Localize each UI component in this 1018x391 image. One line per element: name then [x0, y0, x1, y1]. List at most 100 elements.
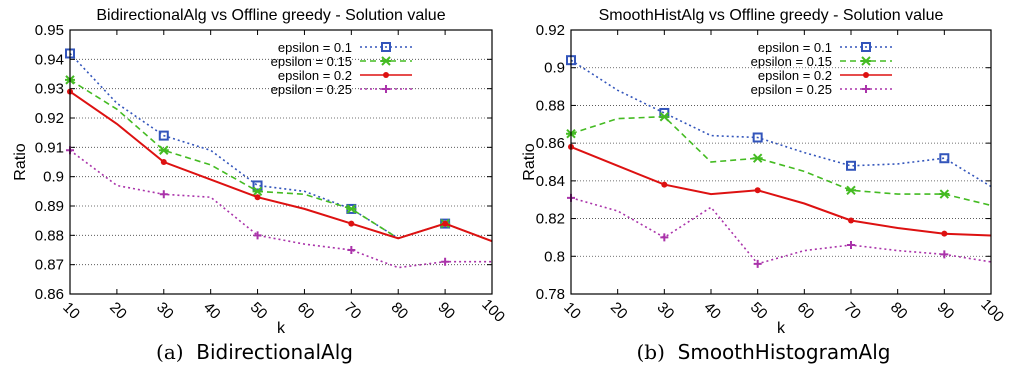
data-point-shape: [659, 112, 670, 122]
data-point-shape: [847, 240, 855, 249]
legend-marker: [861, 42, 871, 52]
data-point-shape: [848, 217, 854, 224]
data-point: [254, 194, 261, 201]
data-point: [253, 231, 262, 240]
series-line: [69, 149, 492, 269]
data-point: [158, 130, 169, 141]
data-point: [939, 153, 950, 164]
data-point: [346, 204, 357, 214]
y-tick-label: 0.87: [35, 257, 64, 274]
legend-label: epsilon = 0.15: [271, 54, 352, 69]
y-tick-label: 0.89: [35, 198, 64, 215]
y-tick-label: 0.92: [35, 110, 64, 127]
x-tick-label: 90: [434, 299, 458, 323]
y-tick-label: 0.86: [536, 135, 565, 152]
data-point: [159, 190, 168, 199]
chart-a-title: BidirectionalAlg vs Offline greedy - Sol…: [96, 7, 445, 24]
caption-b-name: SmoothHistogramAlg: [677, 340, 891, 364]
y-tick-label: 0.9: [43, 169, 64, 186]
data-point: [847, 240, 855, 249]
chart-a-svg: BidirectionalAlg vs Offline greedy - Sol…: [12, 7, 508, 337]
data-point-shape: [661, 181, 668, 188]
x-tick-label: 100: [478, 296, 508, 326]
x-tick-label: 50: [747, 299, 771, 323]
x-tick-label: 70: [341, 299, 365, 323]
data-point-shape: [941, 230, 948, 237]
data-point-shape: [846, 160, 856, 171]
legend-label: epsilon = 0.2: [758, 68, 832, 83]
data-point-shape: [940, 250, 949, 259]
data-point: [939, 189, 950, 199]
chart-panel-a: BidirectionalAlg vs Offline greedy - Sol…: [0, 7, 509, 364]
y-tick-label: 0.8: [544, 248, 565, 265]
data-point-shape: [754, 187, 761, 194]
series-line: [69, 90, 493, 243]
legend-marker-shape: [382, 85, 390, 93]
x-tick-label: 30: [654, 299, 678, 323]
series-line: [570, 115, 992, 207]
data-point: [158, 145, 169, 155]
y-tick-label: 0.78: [536, 286, 565, 303]
x-tick-label: 70: [840, 299, 864, 323]
data-point: [252, 186, 263, 197]
data-point: [940, 250, 949, 259]
data-point-shape: [346, 204, 357, 214]
data-point-shape: [347, 246, 356, 254]
series-line: [570, 59, 992, 188]
legend-label: epsilon = 0.25: [271, 82, 352, 97]
data-point-shape: [939, 153, 950, 164]
data-point-shape: [753, 259, 762, 268]
series-line: [570, 197, 992, 265]
x-tick-label: 30: [153, 299, 177, 323]
legend-marker-shape: [383, 72, 389, 78]
x-tick-label: 60: [294, 299, 318, 323]
data-point-shape: [752, 153, 763, 163]
data-point: [441, 257, 450, 266]
data-point: [442, 220, 449, 227]
data-point-shape: [158, 145, 169, 155]
legend-marker: [381, 56, 391, 66]
y-axis-label: Ratio: [12, 143, 29, 180]
data-point: [348, 220, 355, 227]
legend-marker: [863, 72, 869, 78]
y-tick-label: 0.88: [35, 227, 64, 244]
legend-label: epsilon = 0.25: [751, 82, 832, 97]
data-point-shape: [348, 220, 355, 227]
data-point-shape: [159, 190, 168, 199]
legend-marker: [382, 85, 390, 93]
caption-a: (a) BidirectionalAlg: [0, 340, 509, 364]
x-tick-label: 100: [977, 296, 1007, 326]
x-tick-label: 50: [247, 299, 271, 323]
legend-label: epsilon = 0.1: [758, 40, 832, 55]
data-point: [752, 132, 763, 143]
data-point: [846, 185, 856, 195]
chart-b-title: SmoothHistAlg vs Offline greedy - Soluti…: [599, 7, 944, 24]
data-point: [941, 230, 948, 237]
legend-marker-shape: [861, 56, 871, 66]
legend-marker-shape: [381, 56, 391, 66]
chart-panel-b: SmoothHistAlg vs Offline greedy - Soluti…: [509, 0, 1018, 391]
x-tick-label: 40: [200, 299, 224, 323]
data-point-shape: [252, 180, 263, 191]
y-tick-label: 0.88: [536, 97, 565, 114]
y-tick-label: 0.94: [35, 51, 64, 68]
x-tick-label: 20: [106, 299, 130, 323]
y-tick-label: 0.93: [35, 81, 64, 98]
legend-label: epsilon = 0.2: [278, 68, 352, 83]
data-point: [752, 153, 763, 163]
y-tick-label: 0.95: [35, 22, 64, 39]
data-point: [846, 160, 856, 171]
data-point: [754, 187, 761, 194]
data-point: [753, 259, 762, 268]
data-point-shape: [442, 220, 449, 227]
legend-label: epsilon = 0.15: [751, 54, 832, 69]
x-axis-label: k: [277, 320, 286, 337]
y-tick-label: 0.82: [536, 211, 565, 228]
legend-marker-shape: [381, 42, 391, 52]
legend-marker-shape: [861, 42, 871, 52]
data-point-shape: [254, 194, 261, 201]
x-tick-label: 20: [607, 299, 631, 323]
data-point-shape: [846, 185, 856, 195]
data-point: [659, 112, 670, 122]
y-tick-label: 0.92: [536, 22, 565, 39]
